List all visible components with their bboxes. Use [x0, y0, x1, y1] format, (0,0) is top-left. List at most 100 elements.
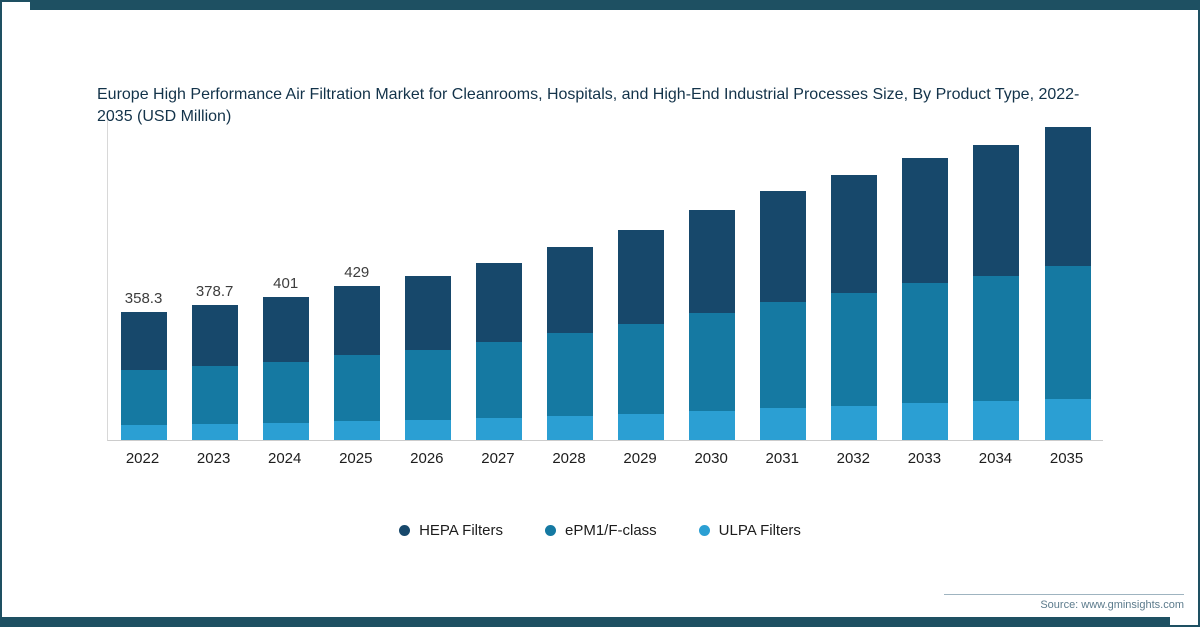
x-axis-label-2031: 2031 — [765, 450, 799, 467]
bar-column-2024: 401 — [250, 120, 321, 440]
bar-column-2023: 378.7 — [179, 120, 250, 440]
bar-segment-hepa-filters — [760, 191, 807, 302]
bar-segment-epm1-f-class — [191, 366, 238, 424]
bar-segment-epm1-f-class — [831, 293, 878, 406]
stacked-bar — [973, 145, 1020, 440]
bar-segment-epm1-f-class — [262, 362, 309, 423]
stacked-bar — [618, 230, 665, 440]
bar-segment-ulpa-filters — [1044, 399, 1091, 440]
bar-column-2026 — [392, 120, 463, 440]
chart-title: Europe High Performance Air Filtration M… — [97, 86, 1080, 126]
bar-segment-epm1-f-class — [1044, 266, 1091, 399]
bar-segment-epm1-f-class — [902, 283, 949, 403]
legend-item-hepa-filters: HEPA Filters — [399, 522, 503, 539]
x-axis-label-2022: 2022 — [125, 450, 160, 467]
x-axis-label-2033: 2033 — [907, 450, 942, 467]
bar-segment-ulpa-filters — [191, 424, 238, 440]
bar-column-2034 — [961, 120, 1032, 440]
x-axis-label-2034: 2034 — [978, 450, 1013, 467]
source-attribution: Source: www.gminsights.com — [944, 594, 1184, 611]
bar-segment-ulpa-filters — [760, 408, 807, 440]
bar-segment-hepa-filters — [689, 210, 736, 313]
bar-segment-epm1-f-class — [475, 342, 522, 418]
bar-segment-ulpa-filters — [120, 425, 167, 440]
stacked-bar — [191, 305, 238, 440]
bottom-accent-strip — [0, 617, 1170, 627]
bar-total-label: 378.7 — [195, 283, 234, 300]
stacked-bar — [831, 175, 878, 440]
bar-segment-hepa-filters — [831, 175, 878, 293]
bar-segment-ulpa-filters — [618, 414, 665, 440]
bar-segment-epm1-f-class — [973, 276, 1020, 401]
bar-column-2030 — [677, 120, 748, 440]
bar-column-2031 — [748, 120, 819, 440]
bar-segment-epm1-f-class — [547, 333, 593, 416]
bar-segment-epm1-f-class — [618, 324, 665, 414]
bar-segment-hepa-filters — [618, 230, 665, 324]
legend: HEPA Filters ePM1/F-class ULPA Filters — [0, 522, 1200, 539]
bar-segment-epm1-f-class — [333, 355, 380, 421]
bar-segment-ulpa-filters — [973, 401, 1020, 440]
x-axis-label-2027: 2027 — [481, 450, 515, 467]
bar-segment-ulpa-filters — [831, 406, 878, 440]
x-axis-label-2023: 2023 — [196, 450, 231, 467]
top-accent-strip — [30, 0, 1200, 10]
stacked-bar — [689, 210, 736, 440]
bar-segment-hepa-filters — [902, 158, 949, 283]
legend-bullet-icon — [698, 525, 710, 536]
bar-segment-ulpa-filters — [902, 403, 949, 440]
bar-total-label: 401 — [273, 275, 299, 292]
bar-segment-hepa-filters — [973, 145, 1020, 276]
stacked-bar — [333, 286, 380, 440]
x-axis-label-2032: 2032 — [836, 450, 870, 467]
bar-column-2035 — [1032, 120, 1103, 440]
bar-segment-epm1-f-class — [689, 313, 736, 411]
x-axis-label-2028: 2028 — [552, 450, 586, 467]
bar-column-2028 — [534, 120, 605, 440]
bar-segment-hepa-filters — [120, 312, 167, 370]
x-axis-label-2030: 2030 — [694, 450, 728, 467]
bar-segment-hepa-filters — [191, 305, 238, 366]
bar-segment-ulpa-filters — [547, 416, 593, 440]
bar-segment-epm1-f-class — [760, 302, 807, 408]
bar-column-2032 — [819, 120, 890, 440]
stacked-bar — [404, 276, 451, 440]
legend-label: ULPA Filters — [718, 522, 801, 539]
bar-total-label: 429 — [344, 264, 370, 281]
bar-column-2029 — [606, 120, 677, 440]
bar-segment-epm1-f-class — [120, 370, 167, 425]
legend-item-epm1-f-class: ePM1/F-class — [544, 522, 657, 539]
bar-segment-ulpa-filters — [404, 420, 451, 440]
bar-column-2027 — [463, 120, 534, 440]
legend-bullet-icon — [399, 525, 411, 536]
stacked-bar — [475, 263, 522, 440]
bar-segment-ulpa-filters — [262, 423, 309, 440]
stacked-bar — [262, 297, 309, 440]
bar-segment-hepa-filters — [262, 297, 309, 362]
legend-bullet-icon — [544, 525, 556, 536]
bar-total-label: 358.3 — [124, 290, 163, 307]
bar-segment-hepa-filters — [333, 286, 380, 355]
x-axis-label-2035: 2035 — [1049, 450, 1084, 467]
legend-label: ePM1/F-class — [564, 522, 657, 539]
bar-segment-hepa-filters — [404, 276, 451, 350]
x-axis-label-2024: 2024 — [268, 450, 302, 467]
bar-segment-ulpa-filters — [689, 411, 736, 440]
stacked-bar — [1044, 127, 1091, 440]
bar-column-2025: 429 — [321, 120, 392, 440]
bar-column-2022: 358.3 — [108, 120, 179, 440]
bar-segment-ulpa-filters — [475, 418, 522, 440]
stacked-bar — [902, 158, 949, 440]
legend-label: HEPA Filters — [419, 522, 503, 539]
x-axis-label-2026: 2026 — [410, 450, 444, 467]
bar-segment-ulpa-filters — [333, 421, 380, 440]
bar-segment-epm1-f-class — [404, 350, 451, 420]
stacked-bar — [547, 247, 593, 440]
x-axis-label-2025: 2025 — [339, 450, 373, 467]
stacked-bar — [120, 312, 167, 440]
x-axis-labels: 2022 2023 2024 2025 2026 2027 2028 2029 2030 2031… — [107, 450, 1102, 467]
bar-column-2033 — [890, 120, 961, 440]
x-axis-label-2029: 2029 — [623, 450, 657, 467]
bar-segment-hepa-filters — [1044, 127, 1091, 266]
stacked-bar — [760, 191, 807, 440]
